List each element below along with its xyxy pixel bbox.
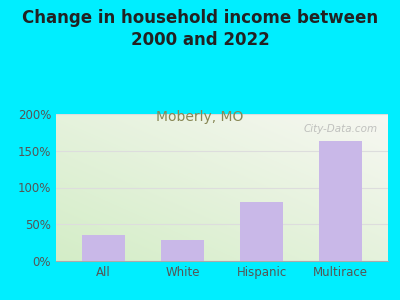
Bar xyxy=(240,202,283,261)
Bar xyxy=(161,240,204,261)
Text: Moberly, MO: Moberly, MO xyxy=(156,110,244,124)
Text: Change in household income between
2000 and 2022: Change in household income between 2000 … xyxy=(22,9,378,49)
Bar xyxy=(319,141,362,261)
Text: City-Data.com: City-Data.com xyxy=(304,124,378,134)
Bar xyxy=(82,235,125,261)
